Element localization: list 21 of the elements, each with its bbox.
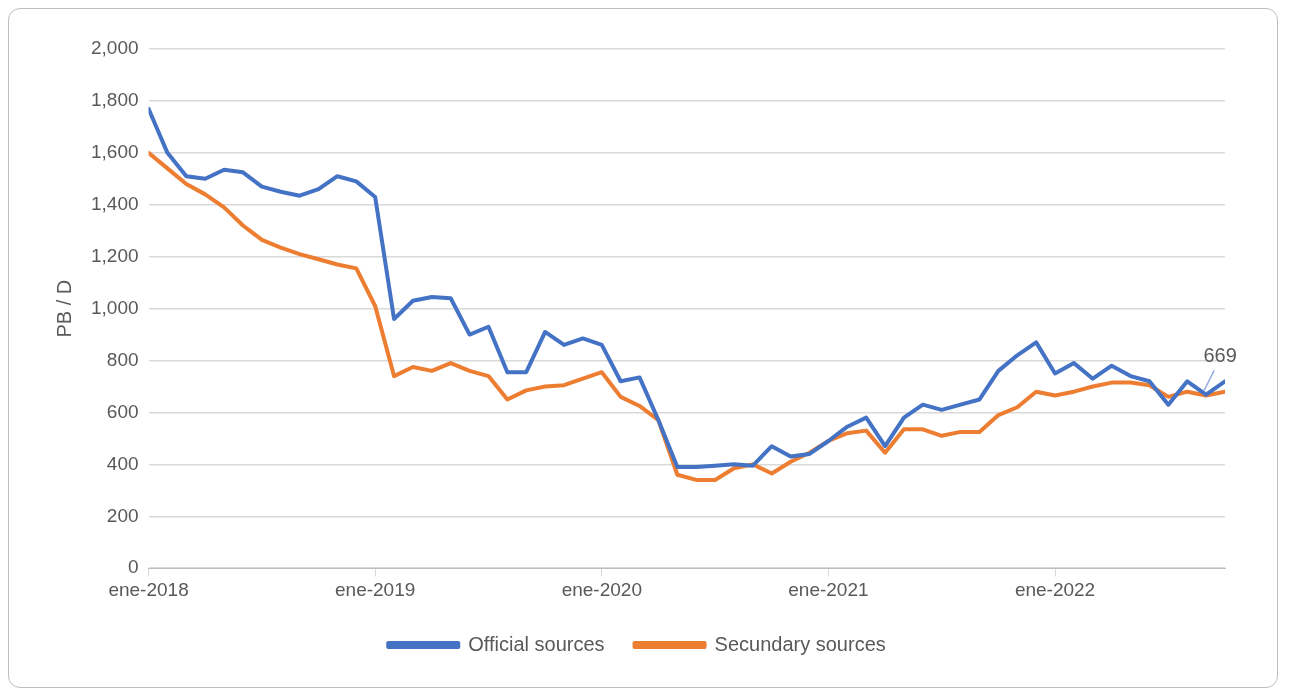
y-tick-label: 800: [106, 348, 139, 370]
annotation: 669: [1203, 344, 1237, 367]
x-tick-label: ene-2019: [335, 578, 416, 600]
y-tick-label: 1,200: [91, 244, 139, 266]
x-tick-label: ene-2020: [561, 578, 642, 600]
x-tick-label: ene-2018: [108, 578, 189, 600]
chart-frame: PB / D Official sources Secundary sources ene-2018 ene-2019 ene-2020 ene-2021 ene-2022 0 200 400 600 800 1,000 1,200 1,400 1,600 1,800 2,000 669: [8, 8, 1278, 688]
legend-label: Secundary sources: [714, 632, 886, 655]
y-tick-label: 2,000: [91, 37, 139, 59]
y-tick-label: 200: [106, 504, 139, 526]
y-tick-label: 600: [106, 400, 139, 422]
y-tick-label: 1,000: [91, 296, 139, 318]
y-tick-label: 0: [127, 556, 139, 578]
y-tick-label: 1,800: [91, 89, 139, 111]
y-tick-label: 400: [106, 452, 139, 474]
legend-label: Official sources: [468, 632, 605, 655]
x-tick-label: ene-2021: [788, 578, 869, 600]
x-tick-label: ene-2022: [1014, 578, 1096, 600]
y-tick-label: 1,600: [91, 141, 139, 163]
y-tick-label: 1,400: [91, 192, 139, 214]
y-axis-title: PB / D: [52, 279, 75, 338]
